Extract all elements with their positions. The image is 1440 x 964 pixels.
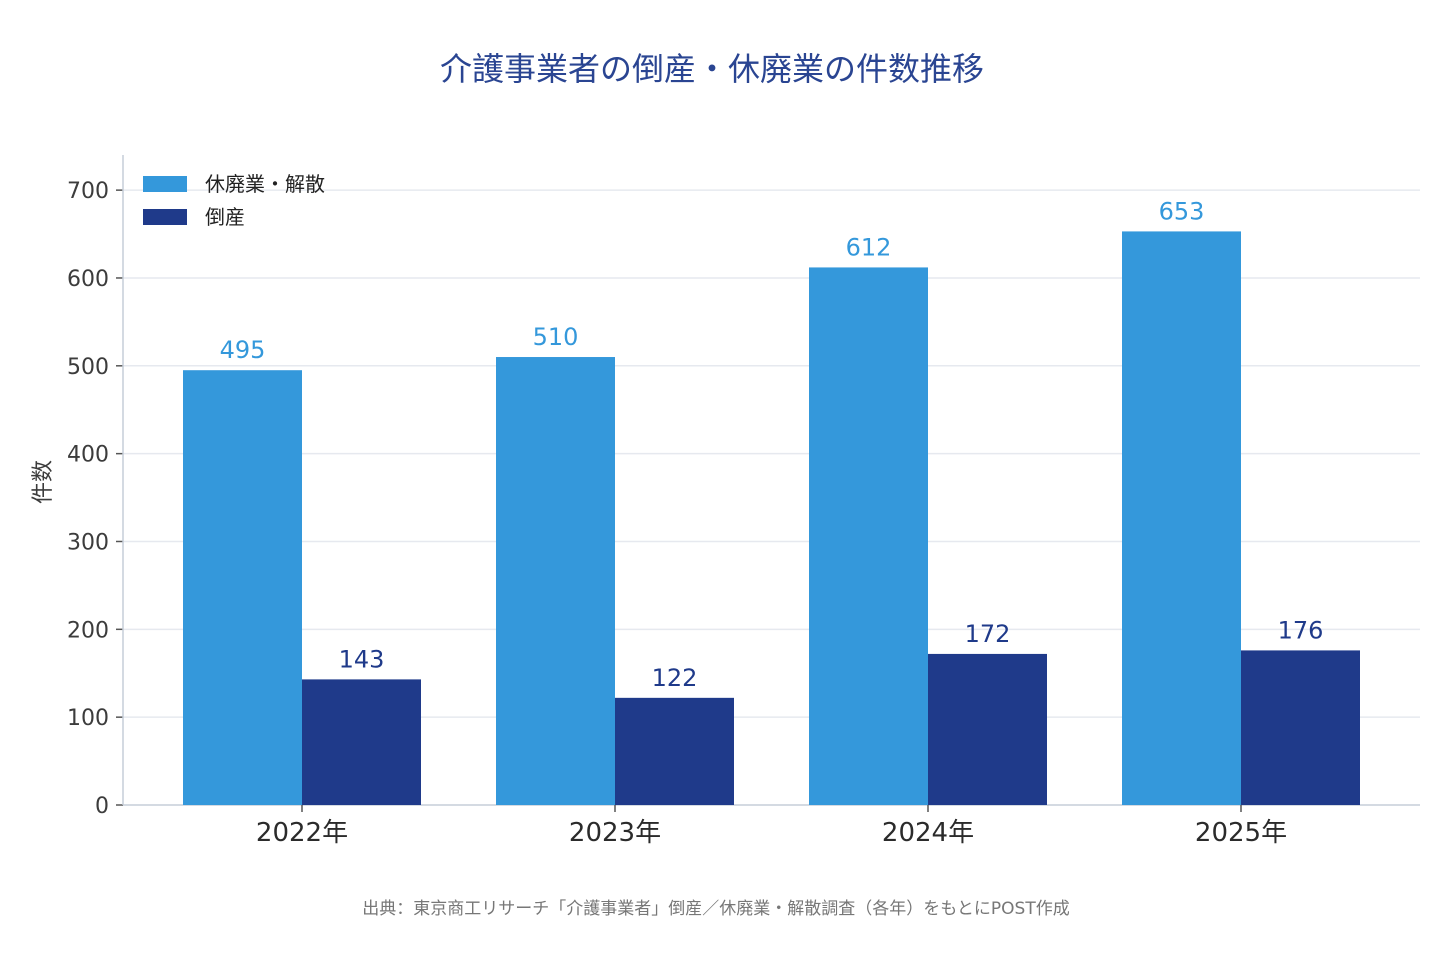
y-tick-label: 700 [67,179,109,204]
bar-closure [1122,231,1241,805]
legend-swatch [143,209,187,225]
x-tick-label: 2025年 [1195,818,1287,848]
y-tick-label: 400 [67,443,109,468]
data-labels: 495 143 510 122 612 172 653 176 [220,197,1324,691]
y-tick-label: 0 [95,794,109,819]
y-axis-label: 件数 [31,460,56,504]
data-label: 495 [220,336,266,364]
source-note: 出典：東京商工リサーチ「介護事業者」倒産／休廃業・解散調査（各年）をもとにPOS… [362,899,1069,919]
y-tick-label: 500 [67,355,109,380]
bar-bankruptcy [302,679,421,805]
data-label: 172 [965,620,1011,648]
data-label: 176 [1278,616,1324,644]
bar-bankruptcy [928,653,1047,805]
bar-closure [183,370,302,805]
y-tick-label: 300 [67,530,109,555]
bar-closure [809,267,928,805]
data-label: 653 [1159,197,1205,225]
x-tick-label: 2022年 [256,818,348,848]
data-label: 122 [652,664,698,692]
chart-title: 介護事業者の倒産・休廃業の件数推移 [440,50,984,88]
bar-closure [496,357,615,805]
data-label: 510 [533,323,579,351]
x-tick-label: 2023年 [569,818,661,848]
y-tick-label: 100 [67,706,109,731]
bar-bankruptcy [1241,650,1360,805]
x-tick-label: 2024年 [882,818,974,848]
legend-label: 休廃業・解散 [205,172,325,196]
y-tick-label: 200 [67,618,109,643]
data-label: 612 [846,233,892,261]
grid-lines [123,189,1420,718]
bars [183,231,1360,805]
y-tick-label: 600 [67,267,109,292]
bar-bankruptcy [615,697,734,805]
data-label: 143 [339,645,385,673]
legend-label: 倒産 [205,205,245,229]
legend-swatch [143,176,187,192]
